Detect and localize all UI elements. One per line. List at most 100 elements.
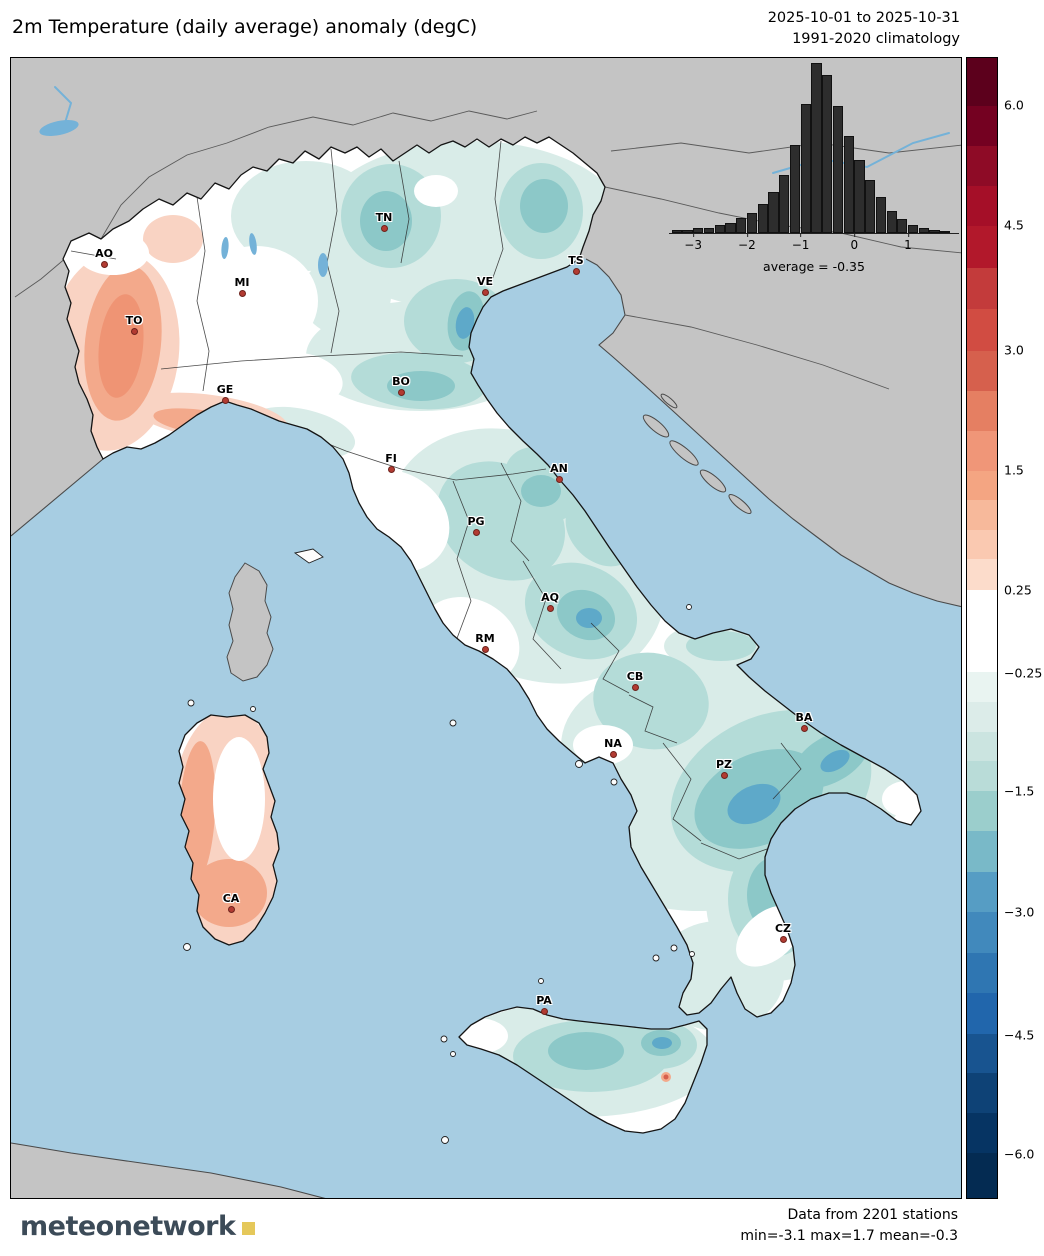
lake-geneva (39, 119, 79, 137)
histogram-bar (746, 212, 758, 233)
colorbar-segment (967, 559, 997, 591)
colorbar-tick-label: −6.0 (1004, 1146, 1035, 1162)
colorbar-segment (967, 590, 997, 673)
colorbar-segment (967, 185, 997, 226)
histogram-inset: −3 −2 −1 0 1 average = -0.35 (669, 63, 959, 274)
histogram-bar (886, 210, 897, 233)
histogram-bar (854, 159, 865, 233)
colorbar-segment (967, 225, 997, 268)
histogram-bar (832, 105, 844, 233)
histogram-ticks: −3 −2 −1 0 1 (669, 233, 959, 252)
page-title: 2m Temperature (daily average) anomaly (… (12, 16, 478, 38)
colorbar-tick-label: −0.25 (1004, 665, 1043, 681)
histogram-bar (897, 219, 908, 233)
colorbar-tick-label: 0.25 (1004, 582, 1032, 598)
colorbar-segment (967, 529, 997, 560)
meteonetwork-logo: meteonetwork (20, 1211, 256, 1242)
histogram-tick-label: −3 (684, 233, 703, 252)
histogram-bar (693, 227, 704, 233)
histogram-bar (800, 103, 811, 233)
histogram-bar (757, 204, 768, 233)
colorbar-segment (967, 470, 997, 501)
colorbar-tick-label: 1.5 (1004, 462, 1024, 478)
histogram-bar (811, 63, 822, 233)
colorbar-segment (967, 145, 997, 186)
footer-stats: Data from 2201 stations min=-3.1 max=1.7… (740, 1205, 958, 1247)
histogram-bar (789, 144, 801, 233)
colorbar-tick-label: 3.0 (1004, 342, 1024, 358)
colorbar-tick-label: −4.5 (1004, 1027, 1035, 1043)
colorbar-segment (967, 430, 997, 471)
colorbar-segment (967, 830, 997, 872)
colorbar-segment (967, 105, 997, 146)
colorbar-segment (967, 308, 997, 351)
histogram-bar (907, 224, 919, 233)
histogram-bar (875, 197, 886, 233)
histogram-bar (918, 227, 929, 233)
colorbar-segment (967, 1153, 997, 1198)
colorbar-segment (967, 911, 997, 953)
foreign-borders (14, 110, 961, 390)
colorbar-segment (967, 1113, 997, 1154)
date-range: 2025-10-01 to 2025-10-31 (767, 10, 960, 26)
histogram-bar (940, 231, 951, 233)
histogram-bar (703, 227, 715, 233)
region-borders (70, 140, 802, 860)
min-max-mean-line: min=-3.1 max=1.7 mean=-0.3 (740, 1228, 958, 1244)
logo-text: meteonetwork (20, 1211, 236, 1242)
histogram-plot (669, 63, 959, 234)
histogram-tick-label: −1 (791, 233, 810, 252)
colorbar-tick-label: −3.0 (1004, 904, 1035, 920)
histogram-bar (768, 192, 779, 233)
colorbar-labels: 6.0 4.5 3.0 1.5 0.25 −0.25 −1.5 −3.0 −4.5 −6.0 (1004, 57, 1044, 1199)
colorbar-segment (967, 952, 997, 993)
colorbar-segment (967, 1073, 997, 1114)
histogram-bar (671, 229, 682, 233)
colorbar-segment (967, 267, 997, 309)
histogram-bar (843, 136, 854, 233)
italian-lakes (221, 233, 328, 277)
histogram-bar (822, 74, 833, 233)
histogram-bar (682, 229, 693, 233)
anomaly-blue (455, 307, 850, 1049)
header: 2m Temperature (daily average) anomaly (… (0, 0, 1044, 57)
footer: meteonetwork Data from 2201 stations min… (0, 1199, 1044, 1256)
colorbar-segment (967, 790, 997, 831)
stations-count-line: Data from 2201 stations (787, 1207, 958, 1223)
colorbar-segment (967, 992, 997, 1034)
histogram-tick-label: 1 (904, 233, 912, 252)
histogram-bar (725, 222, 736, 233)
colorbar-segment (967, 1033, 997, 1074)
colorbar-segment (967, 500, 997, 530)
colorbar-segment (967, 58, 997, 106)
colorbar-segment (967, 672, 997, 702)
climatology-label: 1991-2020 climatology (792, 31, 960, 48)
histogram-bar (779, 175, 790, 233)
croatian-islands (642, 393, 752, 515)
colorbar-tick-label: 6.0 (1004, 97, 1024, 113)
colorbar-segment (967, 701, 997, 732)
colorbar-segment (967, 761, 997, 791)
map-area: −3 −2 −1 0 1 average = -0.35 AO TO MI TN VE TS GE B… (10, 57, 962, 1199)
small-islands (183, 548, 695, 1144)
histogram-bar (929, 229, 940, 233)
histogram-bar (865, 180, 876, 233)
histogram-bar (736, 217, 747, 233)
histogram-bar (714, 224, 725, 233)
colorbar-tick-label: 4.5 (1004, 217, 1024, 233)
colorbar-segment (967, 731, 997, 762)
header-dates: 2025-10-01 to 2025-10-31 1991-2020 clima… (768, 8, 960, 50)
corsica (226, 562, 274, 682)
colorbar-segment (967, 871, 997, 912)
histogram-tick-label: −2 (738, 233, 756, 252)
colorbar-tick-label: −1.5 (1004, 783, 1035, 799)
logo-square-icon (242, 1222, 256, 1235)
anomaly-warm-spot (661, 1072, 671, 1082)
histogram-average-label: average = -0.35 (763, 259, 865, 274)
map-svg (11, 58, 961, 1198)
colorbar (966, 57, 998, 1199)
histogram-tick-label: 0 (850, 233, 859, 252)
colorbar-segment (967, 350, 997, 391)
colorbar-segment (967, 390, 997, 431)
